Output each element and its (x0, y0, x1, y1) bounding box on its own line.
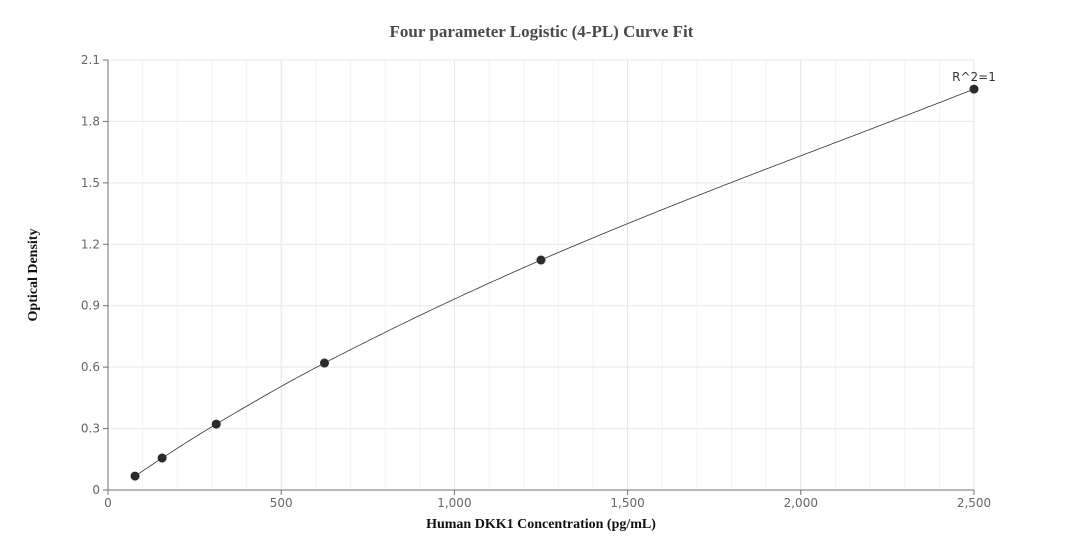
r-squared-label: R^2=1 (952, 70, 996, 84)
x-tick-label: 500 (270, 496, 293, 510)
x-tick-label: 2,000 (784, 496, 818, 510)
y-tick-label: 2.1 (81, 53, 100, 67)
data-point (157, 453, 167, 463)
data-points (130, 84, 979, 481)
x-tick-label: 1,500 (610, 496, 644, 510)
gridlines (108, 59, 975, 490)
x-tick-label: 1,000 (437, 496, 471, 510)
y-tick-label: 1.5 (81, 176, 100, 190)
y-tick-label: 1.2 (81, 237, 100, 251)
x-axis-label: Human DKK1 Concentration (pg/mL) (426, 517, 656, 532)
data-point (536, 255, 546, 265)
fit-curve-path (134, 88, 975, 477)
y-tick-label: 0.3 (81, 422, 100, 436)
data-point (211, 419, 221, 429)
data-point (130, 471, 140, 481)
y-tick-label: 0.9 (81, 299, 100, 313)
annotations: R^2=1 (952, 70, 996, 84)
axes: 0 0.3 0.6 0.9 1.2 1.5 1.8 2.1 0 500 1,000 1,500 2,00… (81, 53, 991, 510)
y-tick-label: 1.8 (81, 114, 100, 128)
data-point (969, 84, 979, 94)
x-tick-label: 2,500 (957, 496, 991, 510)
y-tick-label: 0 (92, 483, 100, 497)
chart-title: Four parameter Logistic (4-PL) Curve Fit (389, 22, 694, 41)
y-tick-label: 0.6 (81, 360, 100, 374)
fit-curve (134, 88, 975, 477)
data-point (320, 358, 329, 368)
x-tick-label: 0 (104, 496, 112, 510)
